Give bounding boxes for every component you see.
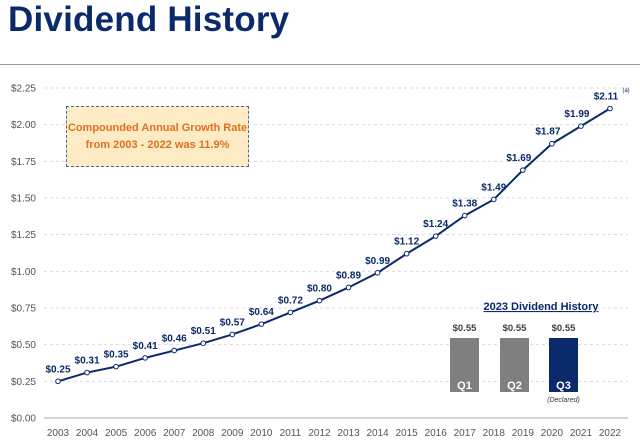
x-tick-label: 2019 bbox=[512, 428, 535, 439]
bar-category-label: Q2 bbox=[507, 380, 522, 392]
data-point bbox=[142, 355, 148, 361]
footnote-marker: (a) bbox=[622, 88, 629, 94]
page-title: Dividend History bbox=[8, 0, 290, 39]
y-tick-label: $1.75 bbox=[11, 157, 36, 168]
data-label: $0.99 bbox=[365, 256, 390, 267]
data-label: $0.89 bbox=[336, 270, 361, 281]
data-point bbox=[287, 309, 294, 316]
y-tick-label: $1.25 bbox=[11, 230, 36, 241]
x-tick-label: 2017 bbox=[454, 428, 477, 439]
bar-value-label: $0.55 bbox=[552, 323, 576, 334]
x-tick-label: 2021 bbox=[570, 428, 593, 439]
y-tick-label: $0.50 bbox=[11, 340, 36, 351]
dividend-line bbox=[57, 107, 611, 383]
data-label: $0.64 bbox=[249, 307, 274, 318]
x-tick-label: 2009 bbox=[221, 428, 244, 439]
data-label: $1.38 bbox=[452, 199, 477, 210]
data-label: $1.12 bbox=[394, 237, 419, 248]
x-tick-label: 2012 bbox=[308, 428, 331, 439]
bar-category-label: Q1 bbox=[457, 380, 472, 392]
x-tick-label: 2011 bbox=[280, 428, 302, 439]
cagr-line1: Compounded Annual Growth Rate bbox=[67, 121, 248, 134]
bar-q2 bbox=[500, 338, 529, 392]
data-label: $0.35 bbox=[104, 350, 129, 361]
x-tick-label: 2016 bbox=[425, 428, 448, 439]
x-tick-label: 2013 bbox=[337, 428, 360, 439]
cagr-line2: from 2003 - 2022 was 11.9% bbox=[85, 138, 230, 151]
data-point bbox=[490, 196, 497, 203]
bar-q1 bbox=[450, 338, 479, 392]
data-point bbox=[607, 105, 613, 112]
x-tick-label: 2015 bbox=[396, 428, 419, 439]
y-tick-label: $2.00 bbox=[11, 120, 36, 131]
y-tick-label: $0.75 bbox=[11, 304, 36, 315]
data-point bbox=[578, 123, 584, 129]
data-point bbox=[316, 297, 323, 304]
y-tick-label: $2.25 bbox=[11, 84, 36, 95]
x-tick-label: 2007 bbox=[163, 428, 186, 439]
bar-value-label: $0.55 bbox=[453, 323, 477, 334]
x-tick-label: 2008 bbox=[192, 428, 215, 439]
y-tick-label: $0.00 bbox=[11, 414, 36, 425]
data-label: $1.99 bbox=[564, 109, 589, 120]
inset-title: 2023 Dividend History bbox=[484, 301, 600, 313]
bar-q3 bbox=[549, 338, 578, 392]
y-tick-label: $1.50 bbox=[11, 194, 36, 205]
data-label: $0.51 bbox=[191, 326, 216, 337]
bar-category-label: Q3 bbox=[556, 380, 571, 392]
data-label: $2.11 bbox=[594, 92, 619, 103]
data-point bbox=[461, 212, 468, 219]
data-point bbox=[374, 270, 381, 276]
cagr-callout: Compounded Annual Growth Rate from 2003 … bbox=[66, 106, 249, 167]
x-tick-label: 2018 bbox=[483, 428, 506, 439]
data-label: $0.46 bbox=[162, 334, 187, 345]
data-point bbox=[345, 284, 352, 291]
data-label: $0.25 bbox=[45, 364, 70, 375]
data-label: $1.24 bbox=[423, 219, 448, 230]
x-tick-label: 2010 bbox=[250, 428, 273, 439]
x-tick-label: 2004 bbox=[76, 428, 99, 439]
data-point bbox=[549, 140, 555, 147]
data-point bbox=[55, 378, 61, 385]
data-point bbox=[84, 369, 90, 376]
data-point bbox=[258, 321, 265, 327]
y-tick-label: $0.25 bbox=[11, 377, 36, 388]
x-tick-label: 2022 bbox=[599, 428, 622, 439]
data-point bbox=[200, 340, 207, 347]
y-tick-label: $1.00 bbox=[11, 267, 36, 278]
x-tick-label: 2006 bbox=[134, 428, 157, 439]
data-label: $0.57 bbox=[220, 317, 245, 328]
data-point bbox=[113, 363, 119, 370]
data-point bbox=[171, 347, 178, 354]
data-label: $0.72 bbox=[278, 295, 303, 306]
data-point bbox=[520, 167, 526, 173]
data-point bbox=[432, 233, 439, 239]
data-point bbox=[229, 331, 236, 338]
title-divider bbox=[0, 64, 640, 65]
data-label: $1.49 bbox=[481, 182, 506, 193]
bar-value-label: $0.55 bbox=[503, 323, 527, 334]
data-label: $0.80 bbox=[307, 284, 332, 295]
x-tick-label: 2005 bbox=[105, 428, 128, 439]
x-tick-label: 2014 bbox=[366, 428, 389, 439]
bar-annotation: (Declared) bbox=[547, 397, 580, 404]
x-tick-label: 2020 bbox=[541, 428, 564, 439]
x-tick-label: 2003 bbox=[47, 428, 70, 439]
data-label: $0.41 bbox=[133, 341, 158, 352]
data-point bbox=[403, 250, 410, 257]
data-label: $0.31 bbox=[75, 356, 100, 367]
data-label: $1.87 bbox=[535, 127, 560, 138]
data-label: $1.69 bbox=[506, 153, 531, 164]
